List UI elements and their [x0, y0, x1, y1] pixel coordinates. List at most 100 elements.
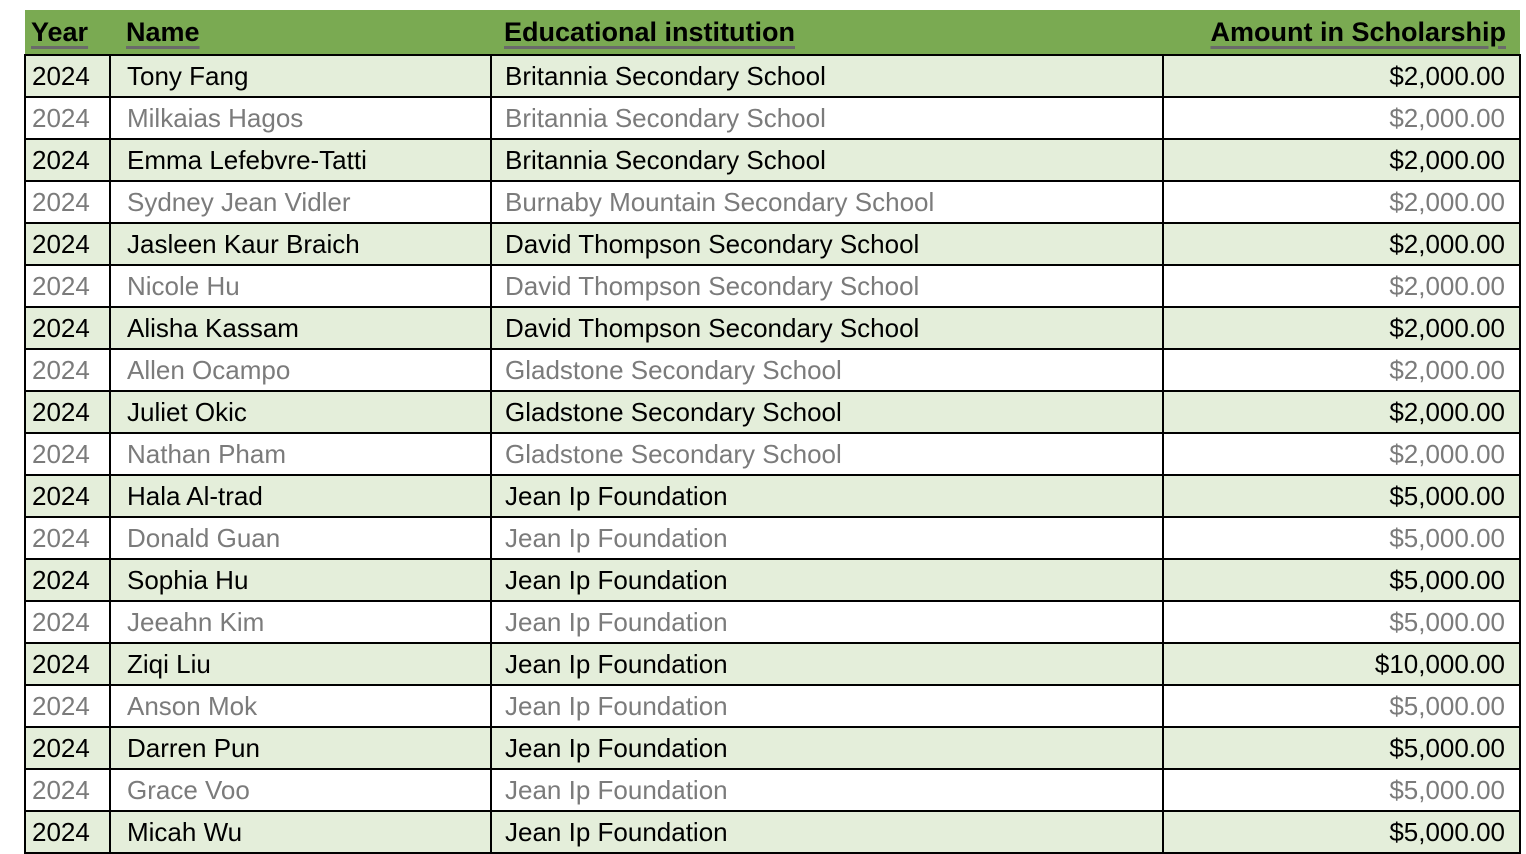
cell-institution[interactable]: David Thompson Secondary School	[490, 264, 1164, 308]
cell-amount[interactable]: $2,000.00	[1162, 138, 1521, 182]
cell-amount[interactable]: $5,000.00	[1162, 726, 1521, 770]
table-body: 2024 Tony Fang Britannia Secondary School $…	[24, 54, 1521, 854]
cell-institution[interactable]: Jean Ip Foundation	[490, 558, 1164, 602]
cell-amount[interactable]: $10,000.00	[1162, 642, 1521, 686]
cell-amount[interactable]: $2,000.00	[1162, 222, 1521, 266]
cell-institution[interactable]: Jean Ip Foundation	[490, 516, 1164, 560]
cell-amount[interactable]: $2,000.00	[1162, 54, 1521, 98]
cell-amount[interactable]: $5,000.00	[1162, 558, 1521, 602]
cell-institution[interactable]: Britannia Secondary School	[490, 54, 1164, 98]
cell-amount[interactable]: $2,000.00	[1162, 390, 1521, 434]
cell-institution[interactable]: Jean Ip Foundation	[490, 600, 1164, 644]
cell-amount[interactable]: $5,000.00	[1162, 474, 1521, 518]
cell-institution[interactable]: David Thompson Secondary School	[490, 306, 1164, 350]
column-header-institution[interactable]: Educational institution	[491, 10, 1163, 55]
cell-institution[interactable]: Gladstone Secondary School	[490, 390, 1164, 434]
table-row: 2024 Anson Mok Jean Ip Foundation $5,000.00	[24, 684, 1521, 728]
cell-name[interactable]: Milkaias Hagos	[109, 96, 492, 140]
cell-year[interactable]: 2024	[24, 684, 111, 728]
column-header-year-label: Year	[31, 16, 89, 47]
table-row: 2024 Darren Pun Jean Ip Foundation $5,000.0…	[24, 726, 1521, 770]
column-header-year[interactable]: Year	[25, 10, 110, 55]
cell-year[interactable]: 2024	[24, 264, 111, 308]
cell-year[interactable]: 2024	[24, 600, 111, 644]
cell-name[interactable]: Grace Voo	[109, 768, 492, 812]
table-row: 2024 Micah Wu Jean Ip Foundation $5,000.00	[24, 810, 1521, 854]
table-row: 2024 Juliet Okic Gladstone Secondary Schoo…	[24, 390, 1521, 434]
table-row: 2024 Nicole Hu David Thompson Secondary Sc…	[24, 264, 1521, 308]
cell-year[interactable]: 2024	[24, 390, 111, 434]
table-row: 2024 Jeeahn Kim Jean Ip Foundation $5,000.0…	[24, 600, 1521, 644]
cell-institution[interactable]: Jean Ip Foundation	[490, 684, 1164, 728]
cell-year[interactable]: 2024	[24, 54, 111, 98]
cell-institution[interactable]: Jean Ip Foundation	[490, 474, 1164, 518]
table-row: 2024 Donald Guan Jean Ip Foundation $5,000.…	[24, 516, 1521, 560]
cell-year[interactable]: 2024	[24, 642, 111, 686]
column-header-amount-label: Amount in Scholarship	[1210, 16, 1506, 47]
cell-institution[interactable]: Jean Ip Foundation	[490, 810, 1164, 854]
cell-name[interactable]: Jasleen Kaur Braich	[109, 222, 492, 266]
cell-name[interactable]: Jeeahn Kim	[109, 600, 492, 644]
cell-institution[interactable]: Britannia Secondary School	[490, 96, 1164, 140]
scholarship-table: Year Name Educational institution Amount…	[24, 10, 1521, 854]
table-row: 2024 Emma Lefebvre-Tatti Britannia Seconda…	[24, 138, 1521, 182]
cell-name[interactable]: Sophia Hu	[109, 558, 492, 602]
cell-amount[interactable]: $5,000.00	[1162, 516, 1521, 560]
table-row: 2024 Ziqi Liu Jean Ip Foundation $10,000.00	[24, 642, 1521, 686]
table-row: 2024 Grace Voo Jean Ip Foundation $5,000.00	[24, 768, 1521, 812]
cell-name[interactable]: Darren Pun	[109, 726, 492, 770]
table-row: 2024 Tony Fang Britannia Secondary School $…	[24, 54, 1521, 98]
cell-year[interactable]: 2024	[24, 558, 111, 602]
cell-year[interactable]: 2024	[24, 768, 111, 812]
cell-year[interactable]: 2024	[24, 222, 111, 266]
cell-institution[interactable]: Gladstone Secondary School	[490, 432, 1164, 476]
cell-name[interactable]: Juliet Okic	[109, 390, 492, 434]
cell-amount[interactable]: $2,000.00	[1162, 96, 1521, 140]
cell-institution[interactable]: Jean Ip Foundation	[490, 768, 1164, 812]
cell-year[interactable]: 2024	[24, 432, 111, 476]
cell-name[interactable]: Anson Mok	[109, 684, 492, 728]
cell-name[interactable]: Nathan Pham	[109, 432, 492, 476]
cell-amount[interactable]: $5,000.00	[1162, 810, 1521, 854]
cell-amount[interactable]: $2,000.00	[1162, 264, 1521, 308]
cell-year[interactable]: 2024	[24, 810, 111, 854]
cell-year[interactable]: 2024	[24, 726, 111, 770]
table-row: 2024 Milkaias Hagos Britannia Secondary Sc…	[24, 96, 1521, 140]
cell-institution[interactable]: Gladstone Secondary School	[490, 348, 1164, 392]
cell-amount[interactable]: $2,000.00	[1162, 348, 1521, 392]
cell-name[interactable]: Emma Lefebvre-Tatti	[109, 138, 492, 182]
cell-name[interactable]: Ziqi Liu	[109, 642, 492, 686]
cell-year[interactable]: 2024	[24, 180, 111, 224]
cell-amount[interactable]: $5,000.00	[1162, 768, 1521, 812]
cell-name[interactable]: Tony Fang	[109, 54, 492, 98]
cell-year[interactable]: 2024	[24, 516, 111, 560]
cell-name[interactable]: Nicole Hu	[109, 264, 492, 308]
cell-amount[interactable]: $2,000.00	[1162, 180, 1521, 224]
cell-amount[interactable]: $2,000.00	[1162, 306, 1521, 350]
cell-year[interactable]: 2024	[24, 138, 111, 182]
cell-institution[interactable]: David Thompson Secondary School	[490, 222, 1164, 266]
cell-amount[interactable]: $5,000.00	[1162, 684, 1521, 728]
cell-name[interactable]: Donald Guan	[109, 516, 492, 560]
cell-name[interactable]: Alisha Kassam	[109, 306, 492, 350]
column-header-name[interactable]: Name	[110, 10, 491, 55]
cell-institution[interactable]: Jean Ip Foundation	[490, 642, 1164, 686]
cell-institution[interactable]: Britannia Secondary School	[490, 138, 1164, 182]
table-row: 2024 Alisha Kassam David Thompson Secondar…	[24, 306, 1521, 350]
cell-institution[interactable]: Jean Ip Foundation	[490, 726, 1164, 770]
cell-year[interactable]: 2024	[24, 474, 111, 518]
cell-amount[interactable]: $5,000.00	[1162, 600, 1521, 644]
table-row: 2024 Nathan Pham Gladstone Secondary Schoo…	[24, 432, 1521, 476]
table-row: 2024 Sydney Jean Vidler Burnaby Mountain S…	[24, 180, 1521, 224]
cell-name[interactable]: Allen Ocampo	[109, 348, 492, 392]
cell-amount[interactable]: $2,000.00	[1162, 432, 1521, 476]
column-header-amount[interactable]: Amount in Scholarship	[1163, 10, 1520, 55]
cell-year[interactable]: 2024	[24, 348, 111, 392]
cell-name[interactable]: Sydney Jean Vidler	[109, 180, 492, 224]
cell-year[interactable]: 2024	[24, 96, 111, 140]
cell-year[interactable]: 2024	[24, 306, 111, 350]
cell-institution[interactable]: Burnaby Mountain Secondary School	[490, 180, 1164, 224]
cell-name[interactable]: Hala Al-trad	[109, 474, 492, 518]
cell-name[interactable]: Micah Wu	[109, 810, 492, 854]
table-row: 2024 Allen Ocampo Gladstone Secondary Scho…	[24, 348, 1521, 392]
